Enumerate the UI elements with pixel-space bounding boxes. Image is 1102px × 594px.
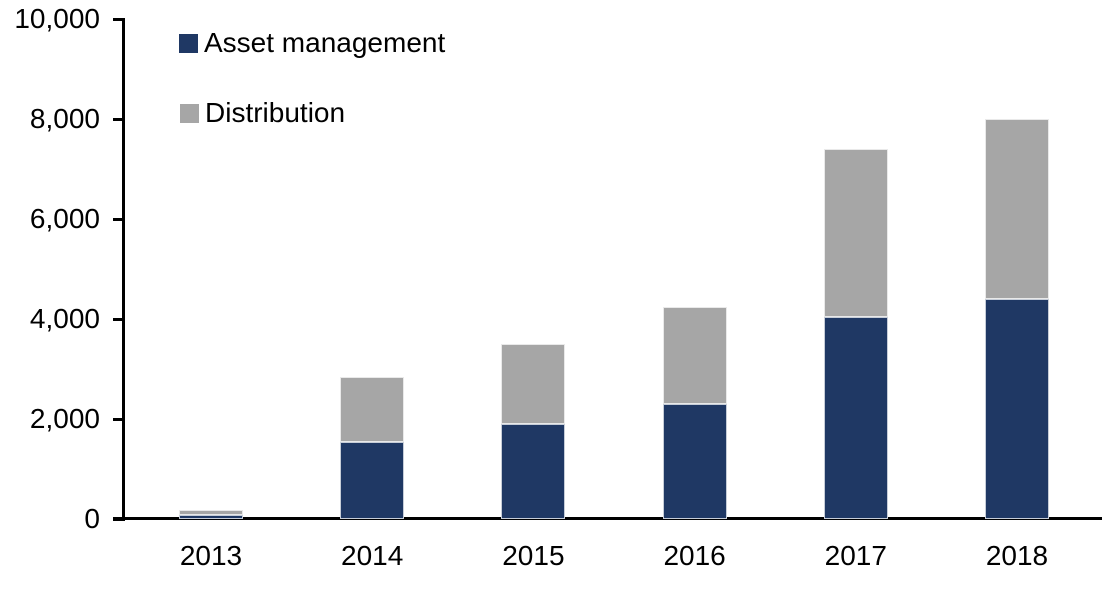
- y-tick-label-8000: 8,000: [29, 103, 100, 134]
- y-tick-mark-2000: [113, 418, 125, 421]
- bar-2013-distribution: [179, 510, 243, 515]
- x-category-label-2013: 2013: [179, 540, 243, 571]
- bar-2018-distribution: [985, 119, 1049, 299]
- y-tick-mark-4000: [113, 318, 125, 321]
- y-tick-mark-0: [113, 518, 125, 521]
- legend-swatch-asset-management-icon: [179, 33, 198, 53]
- y-tick-label-0: 0: [84, 503, 100, 534]
- y-tick-mark-10000: [113, 18, 125, 21]
- y-axis-line: [122, 18, 125, 520]
- y-tick-mark-8000: [113, 118, 125, 121]
- y-tick-mark-6000: [113, 218, 125, 221]
- legend-label-distribution: Distribution: [205, 97, 346, 128]
- x-category-label-2014: 2014: [341, 540, 404, 571]
- bar-2014-asset-management: [340, 441, 405, 519]
- x-axis-line: [113, 517, 1102, 520]
- x-category-label-2018: 2018: [985, 540, 1049, 571]
- bar-2017-distribution: [823, 149, 888, 317]
- bar-2017-asset-management: [823, 316, 888, 519]
- y-tick-label-2000: 2,000: [29, 403, 100, 434]
- x-category-label-2015: 2015: [502, 540, 565, 571]
- y-tick-label-10000: 10,000: [14, 3, 100, 34]
- legend-swatch-distribution-icon: [180, 103, 199, 123]
- y-tick-label-6000: 6,000: [29, 203, 100, 234]
- bar-2018-asset-management: [985, 299, 1049, 519]
- legend-label-asset-management: Asset management: [204, 27, 446, 58]
- bar-2014-distribution: [340, 376, 405, 442]
- y-tick-label-4000: 4,000: [29, 303, 100, 334]
- bar-2015-asset-management: [501, 424, 566, 519]
- x-category-label-2017: 2017: [824, 540, 887, 571]
- x-category-label-2016: 2016: [663, 540, 726, 571]
- legend-item-asset-management: Asset management: [179, 28, 445, 58]
- legend-item-distribution: Distribution: [180, 98, 345, 128]
- bar-2016-distribution: [662, 306, 727, 404]
- bar-2013-asset-management: [179, 514, 243, 519]
- bar-2016-asset-management: [662, 404, 727, 519]
- bar-2015-distribution: [501, 344, 566, 424]
